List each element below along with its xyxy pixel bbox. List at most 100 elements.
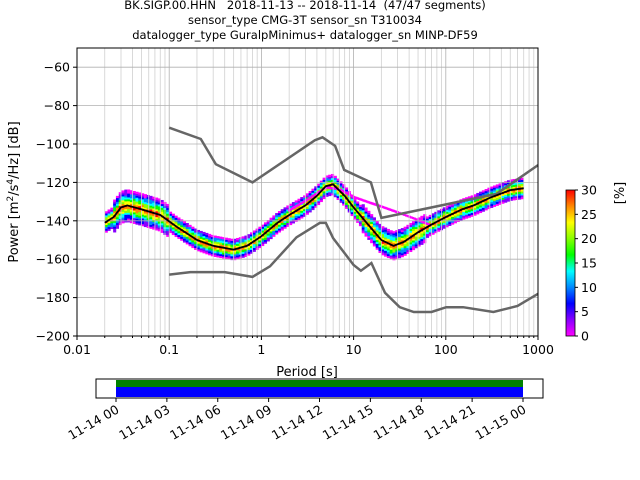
density-cell <box>470 212 474 215</box>
density-cell <box>411 232 416 235</box>
density-cell <box>423 229 427 232</box>
density-cell <box>169 215 173 218</box>
density-cell <box>224 243 228 246</box>
density-cell <box>258 226 262 229</box>
density-cell <box>498 187 502 190</box>
density-cell <box>400 254 404 258</box>
density-cell <box>411 228 416 231</box>
density-cell <box>342 195 346 198</box>
density-cell <box>509 190 513 194</box>
density-cell <box>411 230 416 233</box>
density-cell <box>121 196 125 199</box>
colorbar-tick-label: 25 <box>581 207 597 222</box>
density-cell <box>420 225 424 228</box>
density-cell <box>325 183 329 186</box>
density-cell <box>121 200 125 203</box>
density-cell <box>118 222 122 226</box>
density-cell <box>425 227 430 231</box>
density-cell <box>194 243 198 247</box>
density-cell <box>353 217 357 220</box>
density-cell <box>459 206 463 210</box>
density-cell <box>342 186 346 189</box>
density-cell <box>208 235 212 239</box>
density-cell <box>286 222 290 225</box>
density-cell <box>129 207 133 210</box>
density-cell <box>512 194 516 197</box>
density-cell <box>520 193 525 196</box>
density-cell <box>222 237 226 240</box>
density-cell <box>408 215 411 218</box>
density-cell <box>364 219 368 222</box>
density-cell <box>171 215 175 218</box>
density-cell <box>124 191 128 194</box>
density-cell <box>107 213 111 216</box>
density-cell <box>509 198 513 201</box>
density-cell <box>398 240 402 243</box>
time-tick-label: 11-14 06 <box>167 402 223 443</box>
density-cell <box>350 200 354 203</box>
density-cell <box>157 206 161 209</box>
density-cell <box>336 186 340 189</box>
density-cell <box>152 204 156 207</box>
density-cell <box>317 200 321 204</box>
density-cell <box>395 247 399 250</box>
density-cell <box>107 224 111 228</box>
density-cell <box>263 230 268 233</box>
density-cell <box>188 230 192 233</box>
density-cell <box>509 179 513 182</box>
density-cell <box>132 192 136 196</box>
density-cell <box>305 206 309 209</box>
density-cell <box>166 217 170 220</box>
density-cell <box>157 229 161 232</box>
density-cell <box>115 213 120 216</box>
density-cell <box>269 221 273 224</box>
density-cell <box>512 198 516 201</box>
density-cell <box>272 234 276 237</box>
density-cell <box>308 198 312 201</box>
density-cell <box>283 224 287 227</box>
density-cell <box>152 217 156 221</box>
density-cell <box>353 203 357 207</box>
density-cell <box>317 185 321 188</box>
density-cell <box>381 226 385 229</box>
density-cell <box>311 200 315 203</box>
density-cell <box>155 214 159 218</box>
density-cell <box>414 224 418 228</box>
density-cell <box>275 226 279 229</box>
density-cell <box>127 216 131 219</box>
density-cell <box>160 209 164 212</box>
density-cell <box>353 198 357 201</box>
density-cell <box>314 201 318 204</box>
density-cell <box>291 203 295 207</box>
density-cell <box>210 246 214 249</box>
chart-title-line-1: BK.SIGP.00.HHN 2018-11-13 -- 2018-11-14 … <box>124 0 486 12</box>
density-cell <box>129 194 133 197</box>
density-cell <box>244 241 248 244</box>
colorbar-tick-label: 5 <box>581 304 589 319</box>
density-cell <box>141 193 145 196</box>
density-cell <box>434 217 438 220</box>
density-cell <box>400 230 404 233</box>
density-cell <box>492 204 497 207</box>
density-cell <box>118 217 122 220</box>
density-cell <box>395 235 399 239</box>
density-cell <box>143 217 147 220</box>
x-tick-label: 1 <box>257 342 265 357</box>
density-cell <box>356 197 360 200</box>
density-cell <box>294 217 298 220</box>
density-cell <box>372 228 376 232</box>
density-cell <box>275 228 279 231</box>
density-cell <box>160 199 164 203</box>
density-cell <box>155 216 159 219</box>
density-cell <box>476 204 480 207</box>
density-cell <box>367 218 371 221</box>
density-cell <box>124 220 128 223</box>
density-cell <box>213 243 217 246</box>
density-cell <box>269 234 273 238</box>
density-cell <box>141 218 145 221</box>
density-cell <box>417 221 421 224</box>
density-cell <box>423 241 427 244</box>
density-cell <box>196 235 201 238</box>
density-cell <box>386 250 390 253</box>
density-cell <box>409 226 413 229</box>
